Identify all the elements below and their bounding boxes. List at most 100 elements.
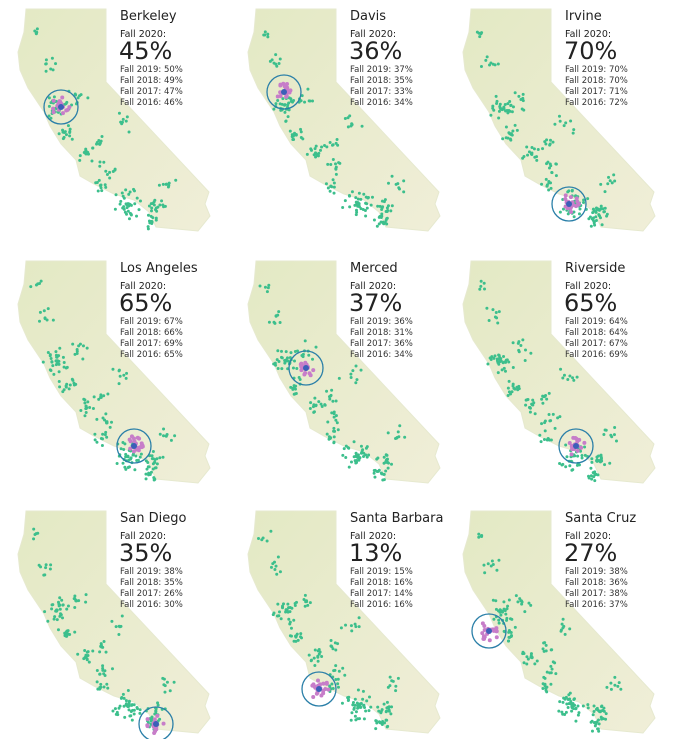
- student-dot: [353, 703, 357, 707]
- campus-dot: [155, 713, 160, 718]
- student-dot: [74, 599, 78, 603]
- student-dot: [301, 352, 305, 356]
- student-dot: [276, 555, 280, 559]
- student-dot: [55, 618, 59, 622]
- campus-center: [153, 721, 159, 727]
- student-dot: [365, 206, 369, 210]
- student-dot: [120, 122, 124, 126]
- campus-center: [303, 365, 309, 371]
- student-dot: [162, 677, 166, 681]
- student-dot: [517, 384, 521, 388]
- student-dot: [508, 137, 512, 141]
- student-dot: [330, 143, 334, 147]
- student-dot: [106, 686, 110, 690]
- student-dot: [314, 345, 318, 349]
- student-dot: [394, 437, 398, 441]
- student-dot: [334, 677, 338, 681]
- student-dot: [543, 429, 547, 433]
- student-dot: [156, 703, 160, 707]
- student-dot: [64, 385, 68, 389]
- student-dot: [347, 695, 351, 699]
- campus-dot: [321, 681, 326, 686]
- student-dot: [384, 453, 388, 457]
- student-dot: [352, 706, 356, 710]
- history-line: Fall 2018: 70%: [565, 76, 628, 86]
- student-dot: [277, 614, 281, 618]
- campus-dot: [569, 209, 574, 214]
- student-dot: [287, 101, 291, 105]
- history-line: Fall 2018: 31%: [350, 328, 413, 338]
- student-dot: [39, 565, 43, 569]
- student-dot: [269, 529, 273, 533]
- student-dot: [325, 432, 329, 436]
- student-dot: [589, 466, 593, 470]
- student-dot: [363, 705, 367, 709]
- history-line: Fall 2016: 34%: [350, 98, 413, 108]
- student-dot: [558, 700, 562, 704]
- student-dot: [111, 169, 115, 173]
- student-dot: [364, 214, 368, 218]
- student-dot: [149, 719, 153, 723]
- student-dot: [568, 464, 572, 468]
- student-dot: [51, 68, 55, 72]
- student-dot: [32, 527, 36, 531]
- student-dot: [65, 634, 69, 638]
- student-dot: [278, 570, 282, 574]
- student-dot: [527, 601, 531, 605]
- student-dot: [580, 456, 584, 460]
- student-dot: [354, 461, 358, 465]
- student-dot: [84, 600, 88, 604]
- student-dot: [34, 31, 38, 35]
- student-dot: [124, 699, 128, 703]
- student-dot: [548, 166, 552, 170]
- student-dot: [104, 430, 108, 434]
- current-label: Fall 2020:: [350, 29, 396, 40]
- student-dot: [103, 418, 107, 422]
- student-dot: [267, 283, 271, 287]
- student-dot: [514, 594, 518, 598]
- student-dot: [44, 566, 48, 570]
- student-dot: [357, 616, 361, 620]
- student-dot: [332, 441, 336, 445]
- student-dot: [362, 192, 366, 196]
- student-dot: [126, 688, 130, 692]
- student-dot: [149, 220, 153, 224]
- student-dot: [381, 221, 385, 225]
- student-dot: [283, 359, 287, 363]
- student-dot: [96, 189, 100, 193]
- student-dot: [68, 632, 72, 636]
- student-dot: [576, 454, 580, 458]
- history-line: Fall 2017: 69%: [120, 339, 183, 349]
- student-dot: [101, 664, 105, 668]
- student-dot: [91, 649, 95, 653]
- student-dot: [95, 140, 99, 144]
- student-dot: [330, 411, 334, 415]
- current-label: Fall 2020:: [350, 531, 396, 542]
- student-dot: [589, 474, 593, 478]
- student-dot: [110, 619, 114, 623]
- student-dot: [146, 227, 150, 231]
- student-dot: [496, 371, 500, 375]
- student-dot: [63, 130, 67, 134]
- campus-dot: [563, 196, 568, 201]
- history-line: Fall 2016: 72%: [565, 98, 628, 108]
- student-dot: [486, 562, 490, 566]
- student-dot: [572, 128, 576, 132]
- student-dot: [154, 216, 158, 220]
- student-dot: [571, 131, 575, 135]
- student-dot: [388, 675, 392, 679]
- student-dot: [76, 96, 80, 100]
- student-dot: [504, 125, 508, 129]
- student-dot: [84, 411, 88, 415]
- student-dot: [599, 705, 603, 709]
- student-dot: [589, 720, 593, 724]
- student-dot: [119, 447, 123, 451]
- student-dot: [76, 652, 80, 656]
- student-dot: [320, 404, 324, 408]
- student-dot: [58, 385, 62, 389]
- student-dot: [124, 376, 128, 380]
- student-dot: [82, 657, 86, 661]
- student-dot: [66, 604, 70, 608]
- student-dot: [551, 660, 555, 664]
- student-dot: [301, 355, 305, 359]
